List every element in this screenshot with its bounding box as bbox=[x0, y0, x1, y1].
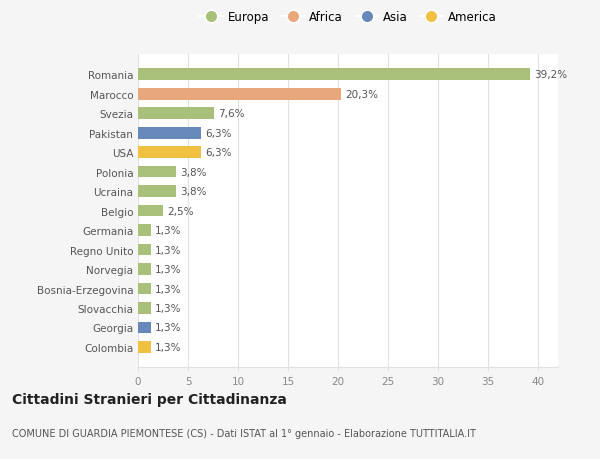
Bar bbox=[138, 341, 151, 353]
Bar bbox=[138, 128, 201, 139]
Bar bbox=[138, 244, 151, 256]
Text: 1,3%: 1,3% bbox=[155, 284, 182, 294]
Bar bbox=[138, 205, 163, 217]
Bar bbox=[138, 186, 176, 197]
Bar bbox=[138, 89, 341, 101]
Text: 1,3%: 1,3% bbox=[155, 342, 182, 352]
Text: 1,3%: 1,3% bbox=[155, 303, 182, 313]
Bar bbox=[138, 108, 214, 120]
Text: 1,3%: 1,3% bbox=[155, 323, 182, 333]
Legend: Europa, Africa, Asia, America: Europa, Africa, Asia, America bbox=[196, 8, 500, 28]
Text: 3,8%: 3,8% bbox=[180, 187, 206, 197]
Text: 7,6%: 7,6% bbox=[218, 109, 245, 119]
Bar bbox=[138, 283, 151, 295]
Text: 1,3%: 1,3% bbox=[155, 264, 182, 274]
Bar bbox=[138, 225, 151, 236]
Bar bbox=[138, 167, 176, 178]
Bar bbox=[138, 302, 151, 314]
Text: 20,3%: 20,3% bbox=[345, 90, 378, 100]
Bar bbox=[138, 263, 151, 275]
Text: 1,3%: 1,3% bbox=[155, 245, 182, 255]
Bar bbox=[138, 69, 530, 81]
Bar bbox=[138, 322, 151, 334]
Bar bbox=[138, 147, 201, 159]
Text: Cittadini Stranieri per Cittadinanza: Cittadini Stranieri per Cittadinanza bbox=[12, 392, 287, 406]
Text: 2,5%: 2,5% bbox=[167, 206, 193, 216]
Text: 3,8%: 3,8% bbox=[180, 167, 206, 177]
Text: 39,2%: 39,2% bbox=[534, 70, 567, 80]
Text: 1,3%: 1,3% bbox=[155, 225, 182, 235]
Text: 6,3%: 6,3% bbox=[205, 148, 232, 158]
Text: COMUNE DI GUARDIA PIEMONTESE (CS) - Dati ISTAT al 1° gennaio - Elaborazione TUTT: COMUNE DI GUARDIA PIEMONTESE (CS) - Dati… bbox=[12, 428, 476, 438]
Text: 6,3%: 6,3% bbox=[205, 129, 232, 139]
